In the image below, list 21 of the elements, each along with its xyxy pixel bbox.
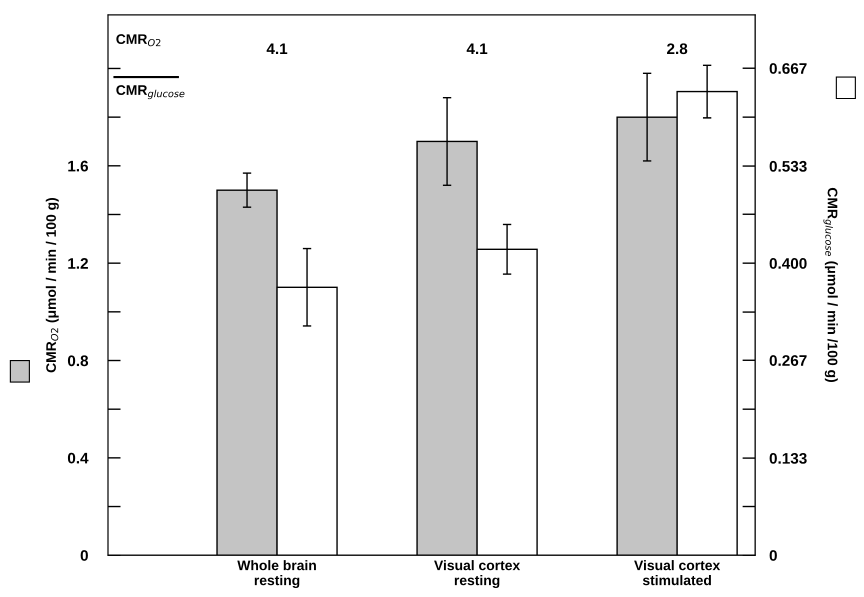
y2-tick-label: 0.400 bbox=[770, 258, 807, 269]
annotation: 4.1 bbox=[266, 43, 288, 54]
y2-tick-label: 0.267 bbox=[770, 355, 807, 366]
y-tick-label: 0.8 bbox=[68, 355, 88, 366]
x-tick-label: Whole brain resting bbox=[237, 560, 316, 588]
x-tick-label: Visual cortex resting bbox=[434, 560, 520, 588]
annotation: CMR$_{O2}$ bbox=[116, 34, 160, 46]
y2-tick-label: 0.133 bbox=[770, 452, 807, 464]
y-tick-label: 1.2 bbox=[68, 258, 88, 269]
y2-tick-label: 0.667 bbox=[770, 63, 807, 74]
x-tick-label: Visual cortex stimulated bbox=[634, 560, 720, 586]
y-axis-title: CMR$_{O2}$ (μmol / min / 100 g) bbox=[46, 198, 59, 372]
y2-tick-label: 0.533 bbox=[770, 160, 807, 172]
y-tick-label: 0 bbox=[80, 550, 88, 561]
annotation: 2.8 bbox=[667, 43, 688, 54]
y2-tick-label: 0 bbox=[770, 550, 777, 561]
y-tick-label: 1.6 bbox=[68, 160, 88, 172]
y-tick-label: 0.4 bbox=[68, 452, 88, 464]
annotation: 4.1 bbox=[466, 43, 488, 54]
y2-axis-title: CMR$_{glucose}$ (μmol / min /100 g) bbox=[823, 188, 838, 382]
annotation: CMR$_{glucose}$ bbox=[116, 85, 184, 100]
